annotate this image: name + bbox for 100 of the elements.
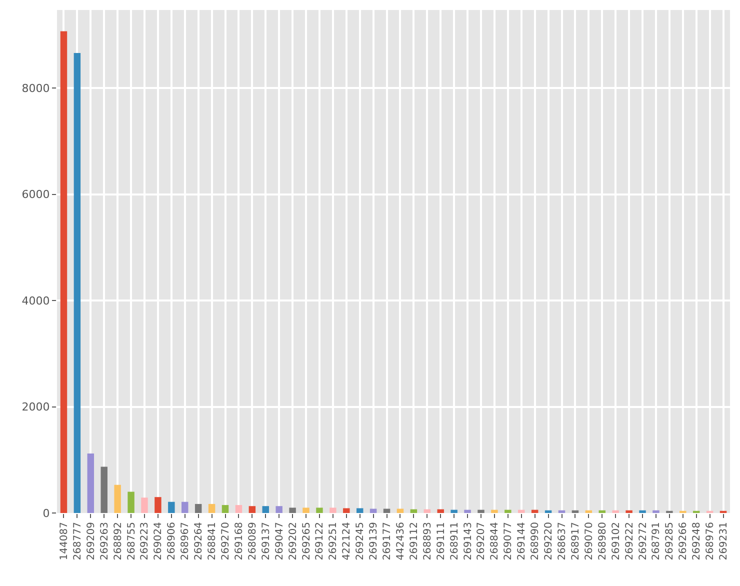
y-tick-label: 0 <box>42 506 50 520</box>
x-tick-label: 269265 <box>301 522 312 560</box>
x-tick-label: 269285 <box>664 522 676 560</box>
x-tick-label: 269168 <box>234 522 245 560</box>
x-tick-label: 442436 <box>395 522 406 560</box>
bar <box>208 504 216 513</box>
x-tick-label: 269070 <box>584 522 595 560</box>
bar <box>276 506 282 513</box>
bar <box>531 510 538 513</box>
x-tick-label: 269047 <box>274 522 286 560</box>
x-tick-label: 269231 <box>718 522 730 560</box>
bar <box>491 510 498 513</box>
bar <box>100 466 108 513</box>
x-tick-label: 268844 <box>490 522 501 560</box>
bar <box>410 509 418 513</box>
x-tick-label: 269266 <box>678 522 690 560</box>
x-tick-label: 268906 <box>166 522 178 560</box>
x-tick-label: 422124 <box>342 522 353 560</box>
x-tick-label: 268777 <box>72 522 84 560</box>
bar <box>450 510 458 513</box>
bar <box>396 508 404 513</box>
bar <box>639 510 646 513</box>
x-tick-label: 268917 <box>570 522 582 560</box>
bar <box>585 510 592 513</box>
x-tick-label: 269112 <box>408 522 420 560</box>
x-tick-label: 268892 <box>112 522 124 560</box>
bar <box>289 508 296 513</box>
bar <box>626 510 632 513</box>
y-tick-label: 2000 <box>22 400 50 414</box>
bar <box>60 31 68 513</box>
x-tick-label: 268980 <box>597 522 608 560</box>
bar <box>235 505 242 513</box>
x-tick-label: 269264 <box>194 522 205 560</box>
bar <box>572 510 579 513</box>
bar <box>222 505 229 513</box>
x-tick-label: 269077 <box>503 522 514 560</box>
x-tick-label: 269111 <box>436 522 447 560</box>
bar <box>518 510 525 513</box>
bar <box>558 510 566 513</box>
x-tick-label: 268911 <box>449 522 460 560</box>
x-tick-label: 269177 <box>382 522 394 560</box>
x-tick-label: 269143 <box>462 522 474 560</box>
x-tick-label: 269137 <box>260 522 272 560</box>
bar <box>598 510 606 513</box>
x-tick-label: 269248 <box>692 522 703 560</box>
bar <box>114 484 121 513</box>
bar <box>652 510 660 513</box>
x-tick-label: 269222 <box>624 522 636 560</box>
bar <box>544 510 552 513</box>
bar <box>343 508 350 513</box>
x-tick-label: 269263 <box>99 522 110 560</box>
x-tick-label: 269144 <box>516 522 528 560</box>
x-tick-label: 269102 <box>610 522 622 560</box>
bar <box>182 502 188 513</box>
x-tick-label: 269209 <box>86 522 97 560</box>
bar <box>424 509 431 513</box>
bar <box>168 502 175 513</box>
x-tick-label: 268893 <box>422 522 434 560</box>
x-tick-label: 268755 <box>126 522 138 560</box>
bar <box>612 510 619 513</box>
x-tick-label: 269122 <box>314 522 326 560</box>
bar <box>383 508 390 513</box>
x-tick-label: 269139 <box>368 522 380 560</box>
bar <box>87 454 94 513</box>
y-tick-label: 4000 <box>22 294 50 308</box>
bar <box>316 508 323 513</box>
x-tick-label: 269202 <box>288 522 299 560</box>
x-tick-label: 269223 <box>140 522 151 560</box>
x-tick-label: 268637 <box>557 522 568 560</box>
bar <box>356 508 364 513</box>
x-tick-label: 269272 <box>638 522 649 560</box>
y-tick-label: 8000 <box>22 82 50 95</box>
bar <box>302 508 310 513</box>
bar <box>504 510 512 513</box>
bar <box>437 509 444 513</box>
x-tick-label: 268976 <box>705 522 716 560</box>
x-tick-label: 268089 <box>247 522 258 560</box>
x-tick-label: 268841 <box>207 522 218 560</box>
x-tick-label: 269024 <box>153 522 164 560</box>
x-tick-label: 269245 <box>355 522 366 560</box>
bar <box>464 510 471 513</box>
bar <box>370 508 377 513</box>
y-tick-label: 6000 <box>22 188 50 202</box>
bar <box>141 498 148 513</box>
bar <box>248 506 256 513</box>
x-tick-label: 268791 <box>651 522 662 560</box>
x-tick-label: 268990 <box>530 522 542 560</box>
x-tick-label: 269207 <box>476 522 488 560</box>
bar <box>194 504 202 513</box>
bar <box>478 510 484 513</box>
bar <box>154 497 162 513</box>
bar <box>330 508 336 513</box>
x-tick-label: 144087 <box>58 522 70 560</box>
bar <box>262 506 269 513</box>
bar <box>74 53 81 513</box>
x-tick-label: 269270 <box>220 522 232 560</box>
x-tick-label: 269251 <box>328 522 340 560</box>
x-tick-label: 268967 <box>180 522 192 560</box>
x-tick-label: 269220 <box>544 522 555 560</box>
bar <box>128 492 134 513</box>
